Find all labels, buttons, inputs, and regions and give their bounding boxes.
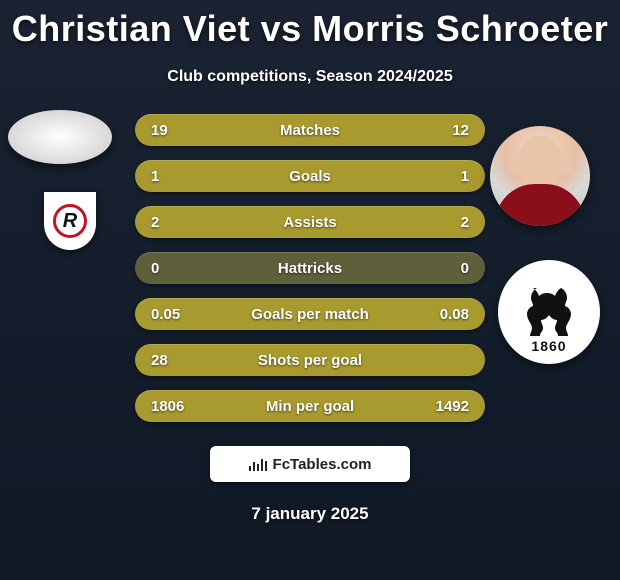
stat-right-value: 1	[429, 168, 469, 185]
stat-right-value: 1492	[429, 398, 469, 415]
stat-left-value: 2	[151, 214, 191, 231]
club-left-letter: R	[53, 204, 87, 238]
stat-label: Matches	[191, 122, 429, 139]
stat-label: Assists	[191, 214, 429, 231]
stat-right-value: 2	[429, 214, 469, 231]
stat-label: Goals	[191, 168, 429, 185]
lion-icon	[517, 280, 581, 344]
stat-row: 1806Min per goal1492	[135, 390, 485, 422]
stat-right-value: 0.08	[429, 306, 469, 323]
date-label: 7 january 2025	[0, 504, 620, 524]
brand-badge[interactable]: FcTables.com	[210, 446, 410, 482]
brand-text: FcTables.com	[273, 456, 372, 473]
stat-label: Min per goal	[191, 398, 429, 415]
stats-table: 19Matches121Goals12Assists20Hattricks00.…	[135, 114, 485, 422]
player-right-avatar	[490, 126, 590, 226]
club-right-year: 1860	[531, 338, 566, 354]
stat-left-value: 0	[151, 260, 191, 277]
stat-right-value: 0	[429, 260, 469, 277]
stat-row: 28Shots per goal	[135, 344, 485, 376]
stat-label: Shots per goal	[191, 352, 429, 369]
subtitle: Club competitions, Season 2024/2025	[0, 68, 620, 86]
stat-left-value: 19	[151, 122, 191, 139]
stat-right-value: 12	[429, 122, 469, 139]
stat-left-value: 1806	[151, 398, 191, 415]
stat-row: 19Matches12	[135, 114, 485, 146]
stat-left-value: 1	[151, 168, 191, 185]
page-title: Christian Viet vs Morris Schroeter	[0, 0, 620, 50]
player-left-avatar	[8, 110, 112, 164]
bars-icon	[249, 457, 267, 471]
stat-label: Goals per match	[191, 306, 429, 323]
stat-left-value: 0.05	[151, 306, 191, 323]
club-left-badge: R	[44, 192, 96, 250]
stat-left-value: 28	[151, 352, 191, 369]
stat-label: Hattricks	[191, 260, 429, 277]
stat-row: 1Goals1	[135, 160, 485, 192]
club-right-badge: 1860	[498, 260, 600, 364]
stat-row: 0Hattricks0	[135, 252, 485, 284]
stat-row: 0.05Goals per match0.08	[135, 298, 485, 330]
stat-row: 2Assists2	[135, 206, 485, 238]
